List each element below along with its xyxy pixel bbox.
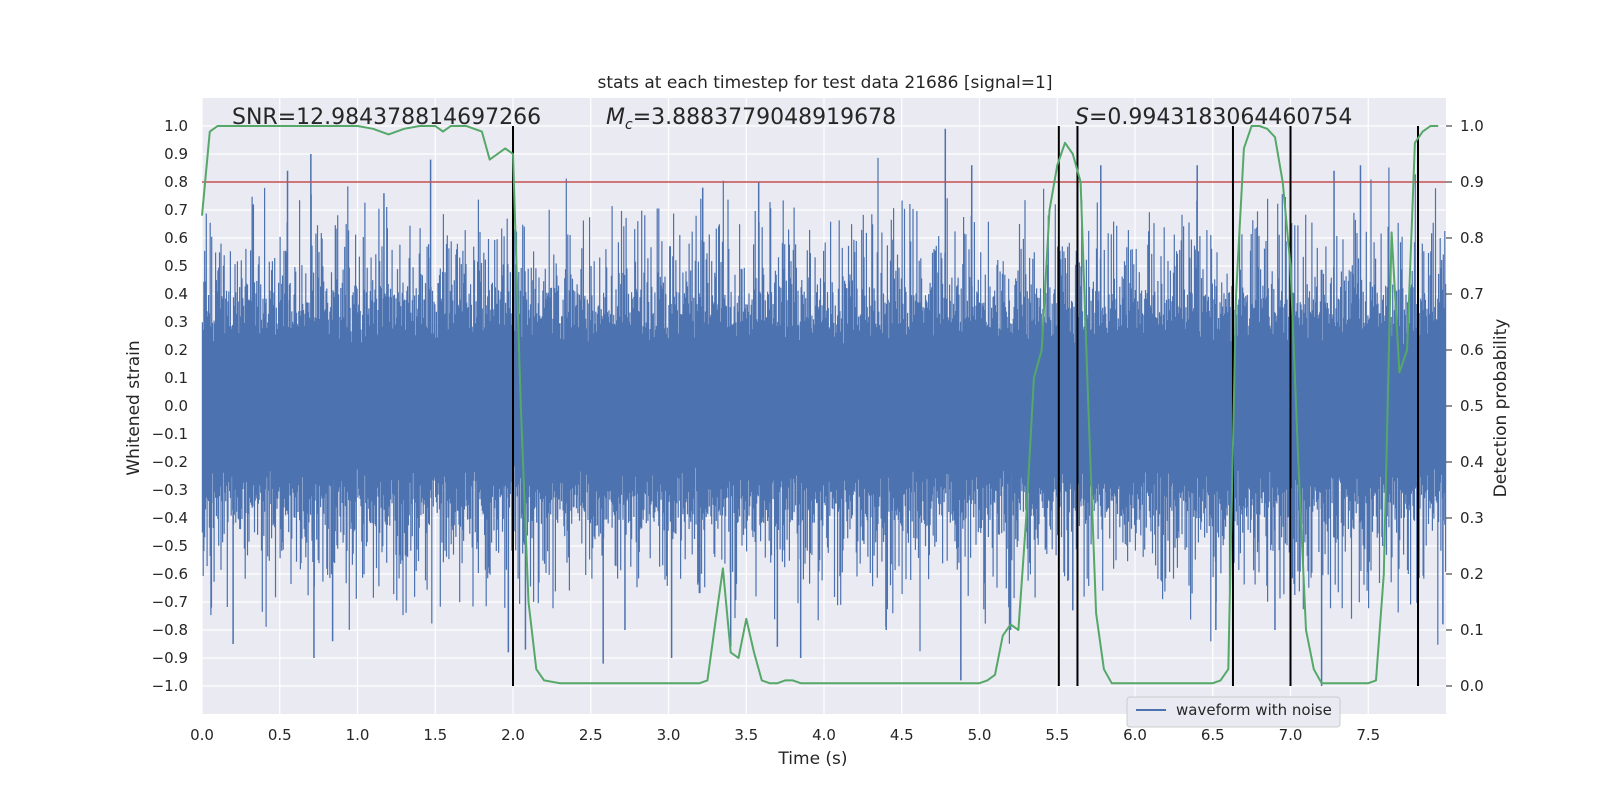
score-value: =0.9943183064460754 xyxy=(1089,105,1352,130)
x-tick-label: 0.0 xyxy=(190,726,214,744)
y-right-tick-label: 0.1 xyxy=(1460,621,1484,639)
y-right-tick-label: 0.8 xyxy=(1460,229,1484,247)
y-left-tick-label: 0.8 xyxy=(164,173,188,191)
chirp-mass-subscript: c xyxy=(625,117,633,133)
y-left-tick-label: −0.2 xyxy=(152,453,188,471)
y-left-tick-label: 0.5 xyxy=(164,257,188,275)
y-left-tick-label: 0.7 xyxy=(164,201,188,219)
y-left-tick-label: −0.5 xyxy=(152,537,188,555)
y-left-tick-label: −0.6 xyxy=(152,565,188,583)
y-left-tick-label: −0.3 xyxy=(152,481,188,499)
chart-title: stats at each timestep for test data 216… xyxy=(598,73,1053,93)
x-tick-label: 6.0 xyxy=(1123,726,1147,744)
y-right-tick-label: 0.4 xyxy=(1460,453,1484,471)
chirp-mass-value: =3.8883779048919678 xyxy=(633,105,896,130)
y-left-tick-label: 0.3 xyxy=(164,313,188,331)
x-tick-label: 5.0 xyxy=(968,726,992,744)
y-axis-left-ticks: −1.0 −0.9 −0.8 −0.7 −0.6 −0.5 −0.4 −0.3 −0.2 −0.1… xyxy=(152,117,188,695)
x-tick-label: 1.0 xyxy=(346,726,370,744)
y-left-tick-label: 0.1 xyxy=(164,369,188,387)
waveform-trace xyxy=(201,157,1447,652)
vertical-markers xyxy=(512,126,1420,686)
score-annotation: S=0.9943183064460754 xyxy=(1075,105,1352,130)
chirp-mass-annotation: Mc=3.8883779048919678 xyxy=(606,105,896,133)
x-tick-label: 0.5 xyxy=(268,726,292,744)
y-left-tick-label: 1.0 xyxy=(164,117,188,135)
probability-line xyxy=(201,125,1439,685)
x-tick-label: 4.5 xyxy=(890,726,914,744)
x-tick-label: 4.0 xyxy=(812,726,836,744)
y-left-tick-label: 0.9 xyxy=(164,145,188,163)
y-axis-right-label: Detection probability xyxy=(1491,319,1511,498)
y-left-tick-label: −0.8 xyxy=(152,621,188,639)
y-left-tick-label: 0.4 xyxy=(164,285,188,303)
x-tick-label: 6.5 xyxy=(1201,726,1225,744)
x-tick-label: 7.0 xyxy=(1279,726,1303,744)
snr-annotation: SNR=12.984378814697266 xyxy=(232,105,541,130)
x-tick-label: 7.5 xyxy=(1356,726,1380,744)
y-right-tick-label: 0.5 xyxy=(1460,397,1484,415)
x-tick-label: 5.5 xyxy=(1045,726,1069,744)
waveform-series xyxy=(201,128,1447,686)
y-right-tick-label: 0.0 xyxy=(1460,677,1484,695)
x-tick-label: 2.0 xyxy=(501,726,525,744)
x-tick-label: 3.0 xyxy=(657,726,681,744)
y-left-tick-label: 0.0 xyxy=(164,397,188,415)
probability-series xyxy=(201,125,1439,685)
y-right-tick-label: 0.7 xyxy=(1460,285,1484,303)
y-axis-left-label: Whitened strain xyxy=(124,340,144,475)
legend: waveform with noise xyxy=(1126,696,1341,728)
y-right-tick-label: 0.6 xyxy=(1460,341,1484,359)
x-tick-label: 2.5 xyxy=(579,726,603,744)
y-axis-right-ticks: 0.0 0.1 0.2 0.3 0.4 0.5 0.6 0.7 0.8 0.9 1.0 xyxy=(1446,117,1484,695)
x-axis-ticks: 0.0 0.5 1.0 1.5 2.0 2.5 3.0 3.5 4.0 4.5 5.0 5.5 6.0 6… xyxy=(190,726,1380,744)
y-right-tick-label: 0.3 xyxy=(1460,509,1484,527)
chirp-mass-symbol: M xyxy=(606,105,625,130)
y-left-tick-label: −1.0 xyxy=(152,677,188,695)
legend-label: waveform with noise xyxy=(1176,701,1332,719)
x-axis-label: Time (s) xyxy=(777,749,847,769)
legend-box xyxy=(1126,696,1341,728)
y-left-tick-label: −0.4 xyxy=(152,509,188,527)
y-left-tick-label: 0.2 xyxy=(164,341,188,359)
y-left-tick-label: −0.7 xyxy=(152,593,188,611)
y-right-tick-label: 0.9 xyxy=(1460,173,1484,191)
y-right-tick-label: 0.2 xyxy=(1460,565,1484,583)
score-symbol: S xyxy=(1075,105,1089,130)
y-right-tick-label: 1.0 xyxy=(1460,117,1484,135)
x-tick-label: 3.5 xyxy=(734,726,758,744)
y-left-tick-label: −0.9 xyxy=(152,649,188,667)
y-left-tick-label: 0.6 xyxy=(164,229,188,247)
y-left-tick-label: −0.1 xyxy=(152,425,188,443)
x-tick-label: 1.5 xyxy=(423,726,447,744)
